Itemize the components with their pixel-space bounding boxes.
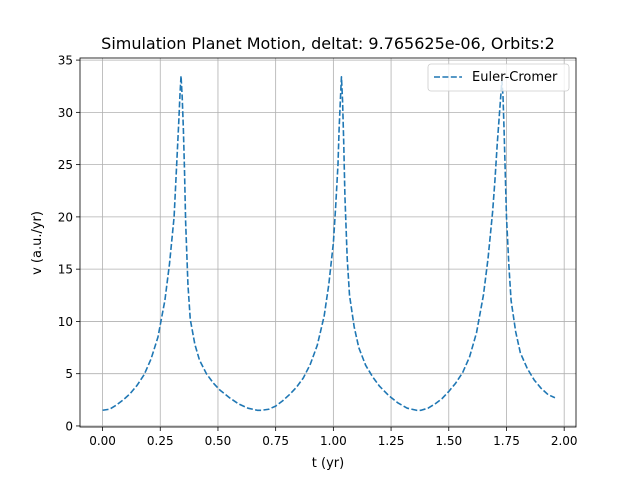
grid xyxy=(80,58,576,427)
axis-ticks: 0.00 0.25 0.50 0.75 1.00 1.25 1.50 1.75 2.00 0 5 10… xyxy=(58,54,578,448)
y-tick-label: 10 xyxy=(58,315,73,329)
y-tick-label: 35 xyxy=(58,54,73,68)
chart-title: Simulation Planet Motion, deltat: 9.7656… xyxy=(101,34,555,53)
series-line-euler-cromer xyxy=(102,74,556,412)
legend-box xyxy=(427,63,570,92)
x-tick-label: 0.25 xyxy=(147,434,174,448)
x-tick-label: 2.00 xyxy=(551,434,578,448)
y-axis-label: v (a.u./yr) xyxy=(30,211,45,275)
x-tick-label: 0.00 xyxy=(89,434,116,448)
y-tick-label: 25 xyxy=(58,158,73,172)
plot-frame xyxy=(79,57,577,428)
x-tick-label: 1.75 xyxy=(493,434,520,448)
legend: Euler-Cromer xyxy=(427,63,570,92)
x-tick-label: 0.75 xyxy=(262,434,289,448)
x-axis-label: t (yr) xyxy=(312,456,344,471)
y-tick-label: 5 xyxy=(65,367,73,381)
series-layer xyxy=(102,74,556,412)
legend-label: Euler-Cromer xyxy=(472,70,558,85)
x-tick-label: 1.25 xyxy=(378,434,405,448)
y-tick-label: 15 xyxy=(58,263,73,277)
y-tick-label: 0 xyxy=(65,419,73,433)
y-tick-label: 20 xyxy=(58,210,73,224)
y-tick-label: 30 xyxy=(58,106,73,120)
x-tick-label: 0.50 xyxy=(205,434,232,448)
x-tick-label: 1.50 xyxy=(435,434,462,448)
x-tick-label: 1.00 xyxy=(320,434,347,448)
